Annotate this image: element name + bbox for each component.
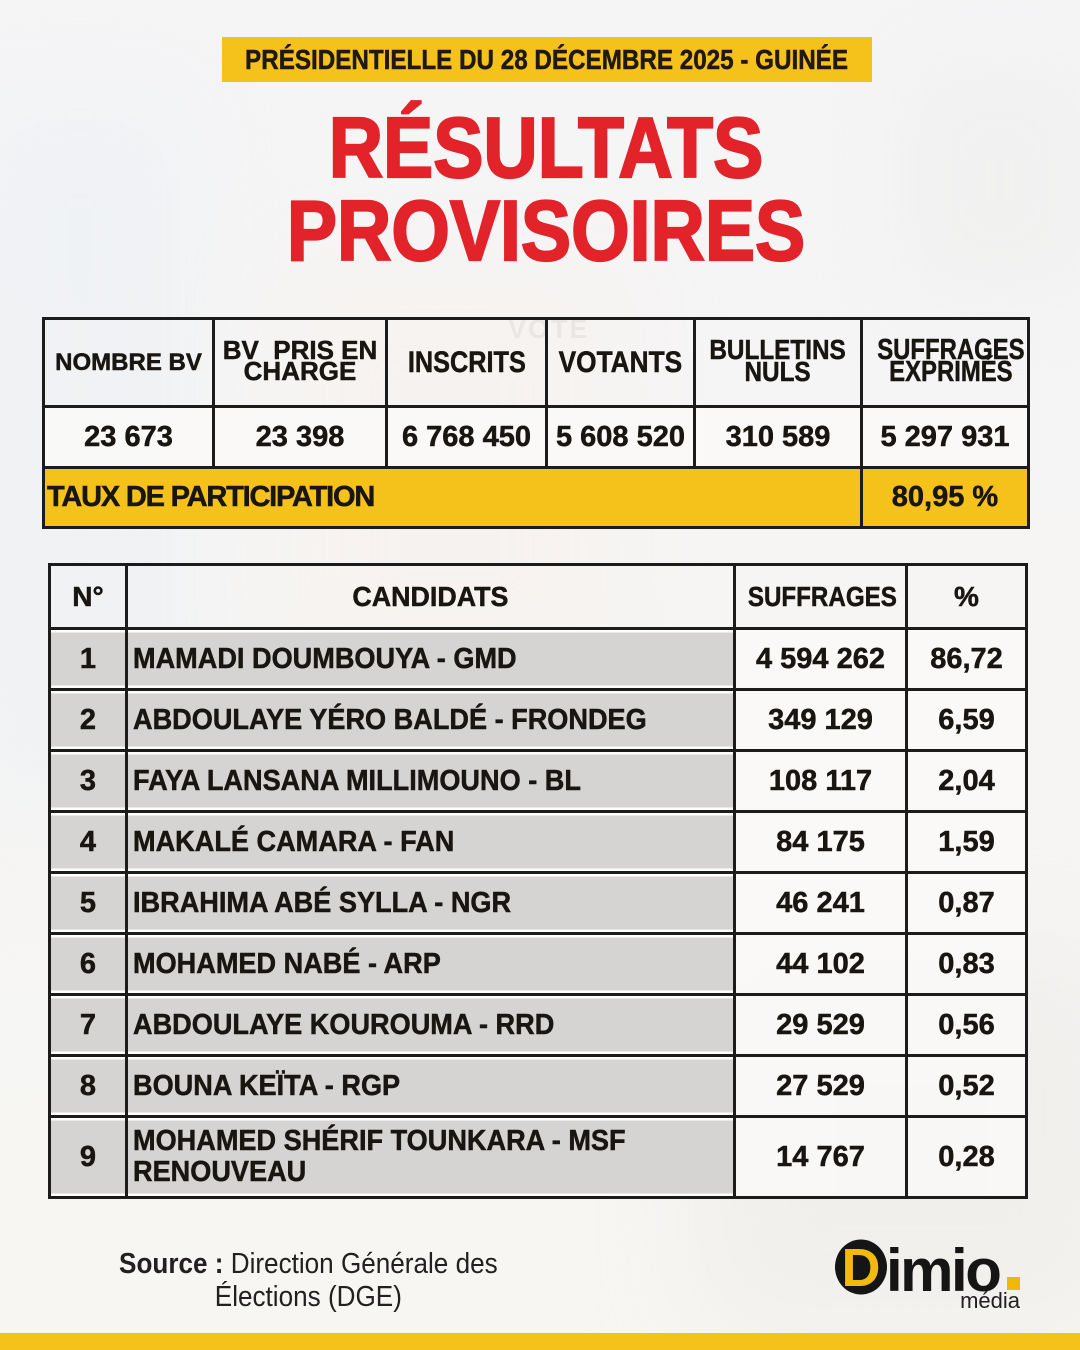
svg-text:imio: imio	[886, 1237, 1000, 1304]
svg-text:D: D	[842, 1238, 881, 1298]
svg-text:média: média	[960, 1288, 1021, 1313]
